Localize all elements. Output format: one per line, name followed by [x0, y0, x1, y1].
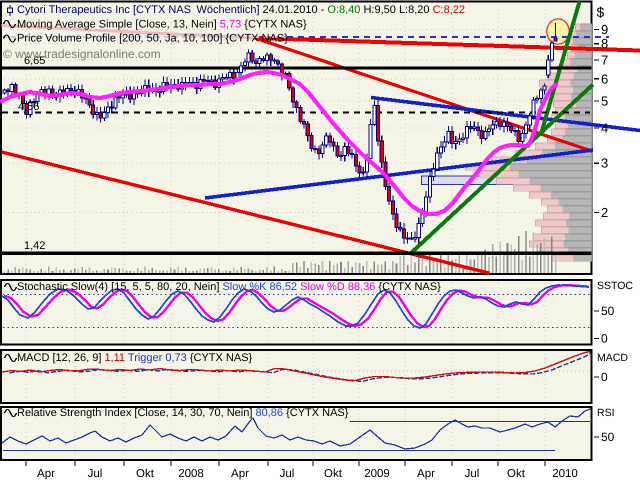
svg-text:Cytori Therapeutics Inc [CYTX: Cytori Therapeutics Inc [CYTX NAS Wöchen…	[17, 4, 465, 16]
svg-text:MACD [12, 26, 9] 1,11 Trigger: MACD [12, 26, 9] 1,11 Trigger 0,73 {CYTX…	[17, 352, 253, 364]
svg-text:3: 3	[601, 156, 608, 171]
svg-text:7: 7	[601, 53, 608, 68]
svg-text:Price Volume Profile [200, 50,: Price Volume Profile [200, 50, Ja, 10, 1…	[17, 33, 288, 45]
svg-text:Stochastic Slow(4) [15, 5, 5,: Stochastic Slow(4) [15, 5, 5, 80, 20, Ne…	[17, 281, 441, 293]
svg-text:Jul: Jul	[465, 468, 480, 480]
svg-text:8: 8	[601, 36, 608, 51]
svg-text:2010: 2010	[552, 468, 578, 480]
svg-text:Jul: Jul	[280, 468, 295, 480]
svg-text:$: $	[597, 4, 605, 20]
svg-text:4,56: 4,56	[18, 101, 39, 113]
svg-text:2009: 2009	[364, 468, 390, 480]
svg-text:6: 6	[601, 71, 608, 86]
svg-text:1,42: 1,42	[24, 240, 45, 252]
svg-text:Apr: Apr	[231, 468, 249, 480]
svg-text:SSTOC: SSTOC	[597, 280, 633, 292]
svg-text:Okt: Okt	[324, 468, 343, 480]
svg-text:50: 50	[601, 304, 615, 318]
svg-text:Relative Strength Index [Close: Relative Strength Index [Close, 14, 30, …	[17, 407, 349, 419]
svg-text:Okt: Okt	[507, 468, 526, 480]
svg-text:Okt: Okt	[136, 468, 155, 480]
svg-text:2: 2	[601, 205, 608, 220]
svg-text:Moving Average Simple [Close,: Moving Average Simple [Close, 13, Nein] …	[17, 19, 307, 31]
svg-text:50: 50	[601, 430, 615, 444]
svg-text:Apr: Apr	[417, 468, 435, 480]
svg-text:RSI: RSI	[597, 407, 615, 419]
svg-text:4: 4	[601, 121, 608, 136]
svg-text:Apr: Apr	[37, 468, 55, 480]
svg-text:6,65: 6,65	[24, 55, 45, 67]
svg-text:0: 0	[601, 332, 608, 346]
svg-text:© www.tradesignalonline.com: © www.tradesignalonline.com	[3, 47, 161, 61]
svg-text:9: 9	[601, 22, 608, 37]
svg-text:Jul: Jul	[88, 468, 103, 480]
svg-text:5: 5	[601, 94, 608, 109]
svg-text:MACD: MACD	[597, 352, 628, 364]
svg-text:0: 0	[601, 370, 608, 384]
svg-text:2008: 2008	[178, 468, 204, 480]
